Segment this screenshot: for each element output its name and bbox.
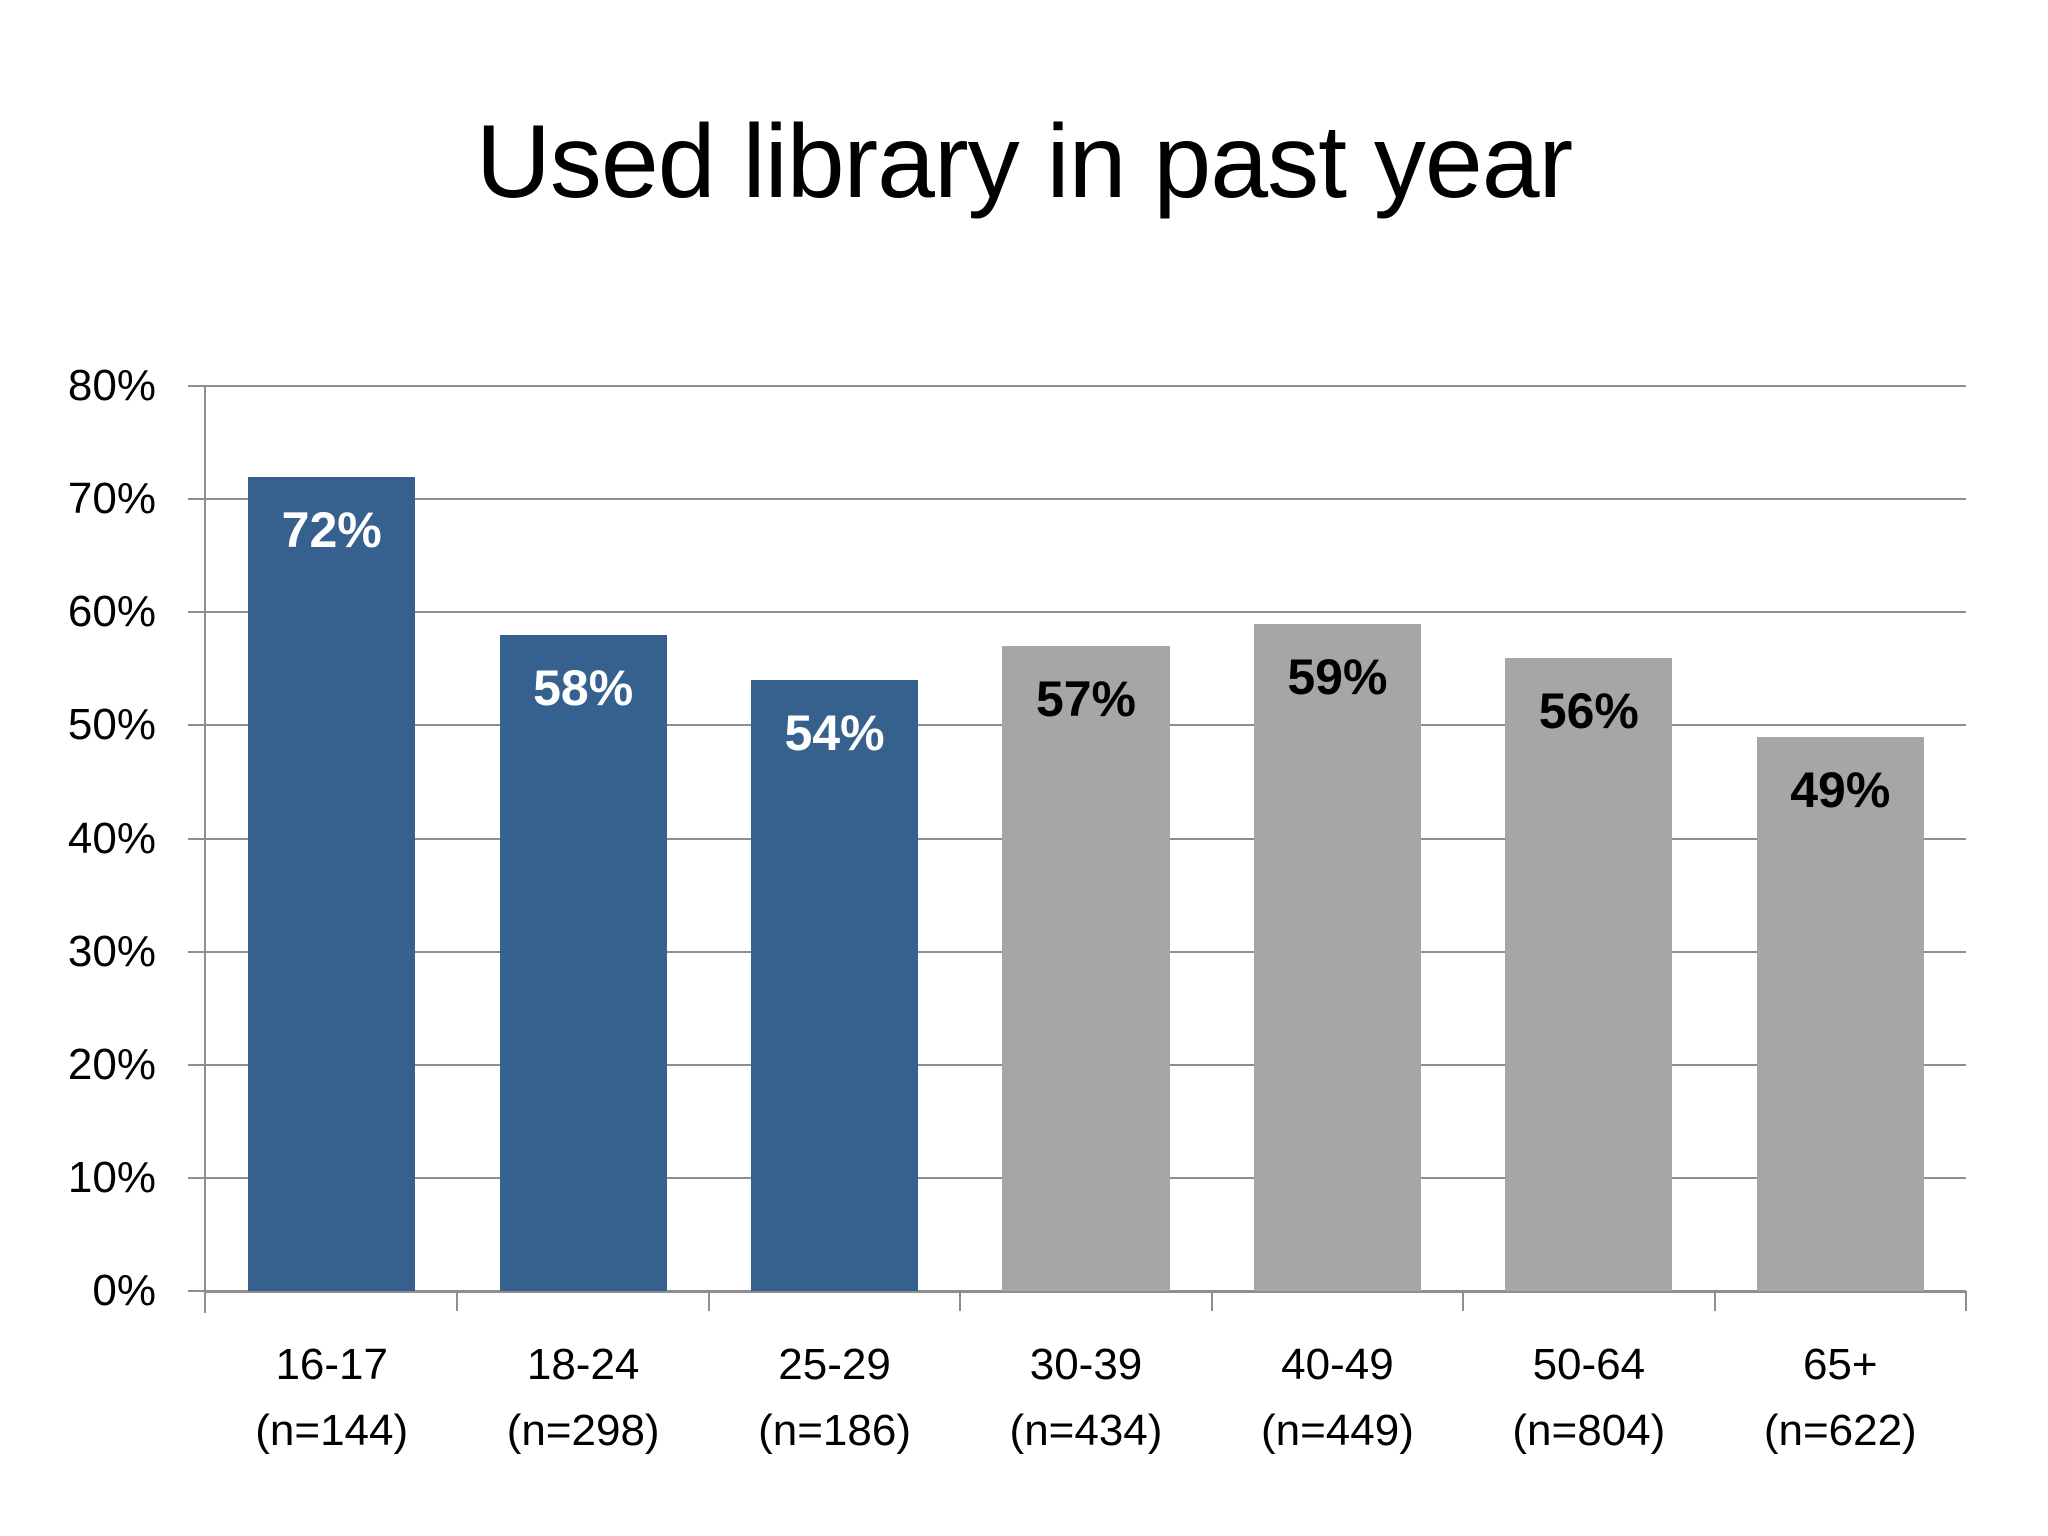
gridline-60 <box>188 611 1966 614</box>
bar-50-64: 56% <box>1505 657 1673 1291</box>
bar-25-29: 54% <box>750 680 919 1291</box>
x-axis-label-range: 30-39 <box>1029 1340 1143 1389</box>
bar-value-label-40-49: 59% <box>1287 648 1388 705</box>
bar-column-30-39: 57% <box>960 386 1211 1291</box>
y-tick-label-70: 70% <box>67 474 156 524</box>
x-axis-label-sample-size: (n=186) <box>758 1406 911 1455</box>
x-axis-label-range: 65+ <box>1802 1340 1878 1389</box>
y-axis-line <box>204 386 206 1313</box>
bar-column-25-29: 54% <box>709 386 960 1291</box>
x-axis-tick <box>1210 1291 1213 1311</box>
y-tick-label-50: 50% <box>67 700 156 750</box>
x-axis-label-sample-size: (n=449) <box>1260 1406 1414 1455</box>
bar-40-49: 59% <box>1253 623 1421 1291</box>
x-axis-label-range: 50-64 <box>1532 1340 1646 1389</box>
x-axis-label-range: 40-49 <box>1281 1340 1394 1389</box>
bar-column-18-24: 58% <box>457 386 708 1291</box>
y-tick-label-10: 10% <box>67 1152 156 1202</box>
x-axis-label-30-39: 30-39 (n=434) <box>960 1332 1211 1464</box>
bar-value-label-65+: 49% <box>1790 761 1891 818</box>
bar-column-65+: 49% <box>1715 386 1966 1291</box>
x-axis-label-sample-size: (n=298) <box>506 1406 660 1455</box>
y-tick-label-60: 60% <box>67 587 156 637</box>
x-axis-label-sample-size: (n=622) <box>1763 1406 1917 1455</box>
bar-column-50-64: 56% <box>1463 386 1714 1291</box>
x-axis-label-16-17: 16-17 (n=144) <box>206 1332 457 1464</box>
bar-value-label-18-24: 58% <box>533 659 634 716</box>
y-tick-label-20: 20% <box>67 1039 156 1089</box>
x-axis-label-65+: 65+ (n=622) <box>1715 1332 1966 1464</box>
x-axis-tick <box>707 1291 710 1311</box>
y-tick-label-0: 0% <box>92 1266 156 1315</box>
y-tick-label-80: 80% <box>67 361 156 410</box>
x-axis-line <box>204 1291 1966 1293</box>
y-axis-tick-labels: 0% 10% 20% 30% 40% 50% 60% 70% 80% <box>0 361 170 1315</box>
bar-30-39: 57% <box>1002 646 1170 1291</box>
x-axis-label-50-64: 50-64 (n=804) <box>1463 1332 1714 1464</box>
bar-column-16-17: 72% <box>206 386 457 1291</box>
bar-value-label-30-39: 57% <box>1035 671 1137 728</box>
x-axis-label-sample-size: (n=144) <box>255 1406 409 1455</box>
x-axis-label-40-49: 40-49 (n=449) <box>1212 1332 1463 1464</box>
bar-18-24: 58% <box>499 634 667 1291</box>
x-axis-label-18-24: 18-24 (n=298) <box>457 1332 708 1464</box>
x-axis-label-range: 18-24 <box>526 1340 640 1389</box>
gridline-80 <box>188 385 1966 387</box>
bar-column-40-49: 59% <box>1212 386 1463 1291</box>
x-axis-label-25-29: 25-29 (n=186) <box>709 1332 960 1464</box>
bar-16-17: 72% <box>248 476 416 1291</box>
bar-value-label-50-64: 56% <box>1538 682 1639 739</box>
gridline-0 <box>188 1290 1966 1292</box>
y-tick-label-30: 30% <box>67 926 156 976</box>
x-axis-label-sample-size: (n=804) <box>1512 1406 1666 1455</box>
bar-65+: 49% <box>1756 736 1924 1291</box>
x-axis-label-sample-size: (n=434) <box>1009 1406 1163 1455</box>
chart-title: Used library in past year <box>475 104 1573 220</box>
x-axis-label-range: 25-29 <box>778 1340 891 1389</box>
x-axis-tick <box>1965 1291 1967 1311</box>
bar-value-label-25-29: 54% <box>784 705 885 762</box>
gridline-70 <box>188 498 1966 501</box>
y-tick-label-40: 40% <box>67 813 156 863</box>
x-axis-tick <box>1713 1291 1716 1311</box>
bar-value-label-16-17: 72% <box>281 501 382 558</box>
x-axis-tick <box>1462 1291 1465 1311</box>
x-axis-tick <box>959 1291 962 1311</box>
plot-area: 72% 58% 54% 57% 59% 56% 49% <box>188 385 1967 1313</box>
x-axis-labels: 16-17 (n=144) 18-24 (n=298) 25-29 (n=186) 30-3… <box>206 1332 1966 1492</box>
x-axis-label-range: 16-17 <box>275 1340 388 1389</box>
x-axis-tick <box>456 1291 459 1311</box>
